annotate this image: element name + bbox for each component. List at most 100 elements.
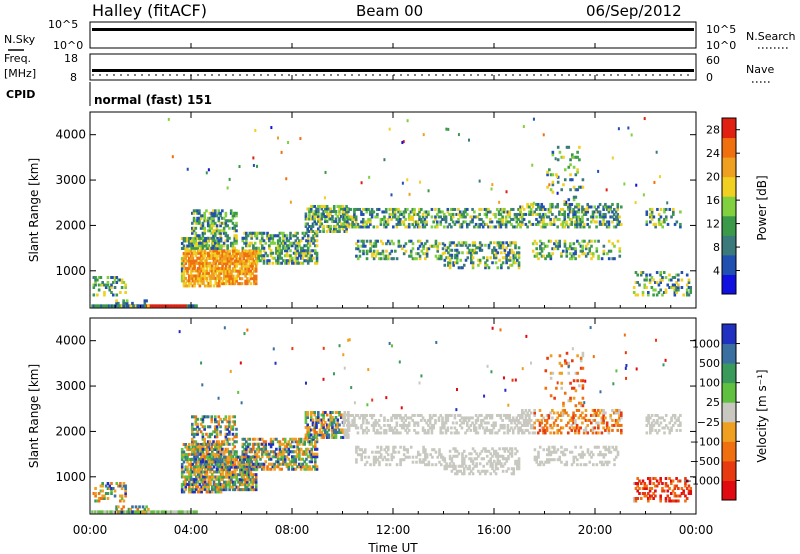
echo-cell [233,463,237,467]
echo-cell [549,257,553,261]
echo-cell [206,457,210,461]
echo-cell [218,477,221,481]
echo-cell [202,276,205,280]
echo-cell [255,447,259,451]
echo-cell [399,220,402,224]
echo-cell [195,274,198,278]
echo-cell [212,274,216,278]
echo-cell [228,420,231,424]
echo-cell [292,460,296,464]
echo-cell [652,288,655,292]
echo-cell [193,480,196,484]
echo-cell [294,249,298,253]
echo-cell [465,421,469,425]
echo-cell [306,425,309,429]
echo-cell [650,207,654,211]
echo-cell [496,462,500,466]
echo-cell [556,217,559,221]
echo-cell [494,421,497,425]
echo-cell [360,212,363,216]
echo-cell [515,449,519,453]
echo-cell [187,279,191,283]
echo-cell [180,276,184,280]
echo-cell [584,247,588,251]
echo-cell [572,198,576,202]
echo-cell [577,408,581,412]
echo-cell [233,465,237,469]
echo-cell [184,261,188,265]
echo-cell [271,236,275,240]
echo-cell [247,264,251,268]
echo-cell [522,411,526,415]
echo-cell [368,175,371,179]
echo-cell [346,212,349,216]
echo-cell [260,442,264,446]
echo-cell [361,220,365,224]
echo-cell [296,244,299,248]
echo-cell [480,222,483,226]
echo-cell [206,219,210,223]
scatter-cell [194,510,197,514]
echo-cell [223,465,226,469]
echo-cell [205,465,208,469]
echo-cell [201,442,205,446]
echo-cell [229,241,233,245]
echo-cell [259,465,262,469]
echo-cell [266,467,269,471]
echo-cell [342,413,346,417]
echo-cell [483,431,487,435]
echo-cell [290,259,294,263]
scatter-cell [109,304,112,308]
echo-cell [224,272,228,276]
echo-cell [276,249,280,253]
echo-cell [219,425,222,429]
echo-cell [600,215,604,219]
echo-cell [338,205,341,209]
echo-cell [217,211,221,215]
echo-cell [566,207,570,211]
echo-cell [434,463,438,467]
echo-cell [245,239,248,243]
echo-cell [229,211,233,215]
echo-cell [439,220,443,224]
echo-cell [228,417,231,421]
echo-cell [308,460,312,464]
echo-cell [212,219,215,223]
echo-cell [411,210,415,214]
echo-cell [400,423,404,427]
echo-cell [391,210,395,214]
echo-cell [262,256,266,260]
echo-cell [208,440,212,444]
echo-cell [675,281,678,285]
echo-cell [271,241,275,245]
echo-cell [180,455,184,459]
echo-cell [442,421,446,425]
echo-cell [290,450,294,454]
echo-cell [528,212,531,216]
echo-cell [235,274,239,278]
echo-cell [510,452,514,456]
echo-cell [196,485,200,489]
echo-cell [191,445,195,449]
echo-cell [309,433,313,437]
echo-cell [360,413,363,417]
echo-cell [200,490,203,494]
echo-cell [198,457,201,461]
echo-cell [512,469,516,473]
echo-cell [196,442,199,446]
echo-cell [377,418,381,422]
echo-cell [501,418,504,422]
echo-cell [282,462,285,466]
echo-cell [346,418,349,422]
echo-cell [189,470,193,474]
echo-cell [542,215,545,219]
echo-cell [243,455,246,459]
echo-cell [591,210,595,214]
echo-cell [568,222,572,226]
echo-cell [374,242,378,246]
echo-cell [491,248,494,252]
echo-cell [471,220,474,224]
echo-cell [282,442,285,446]
echo-cell [312,249,315,253]
echo-cell [311,418,315,422]
